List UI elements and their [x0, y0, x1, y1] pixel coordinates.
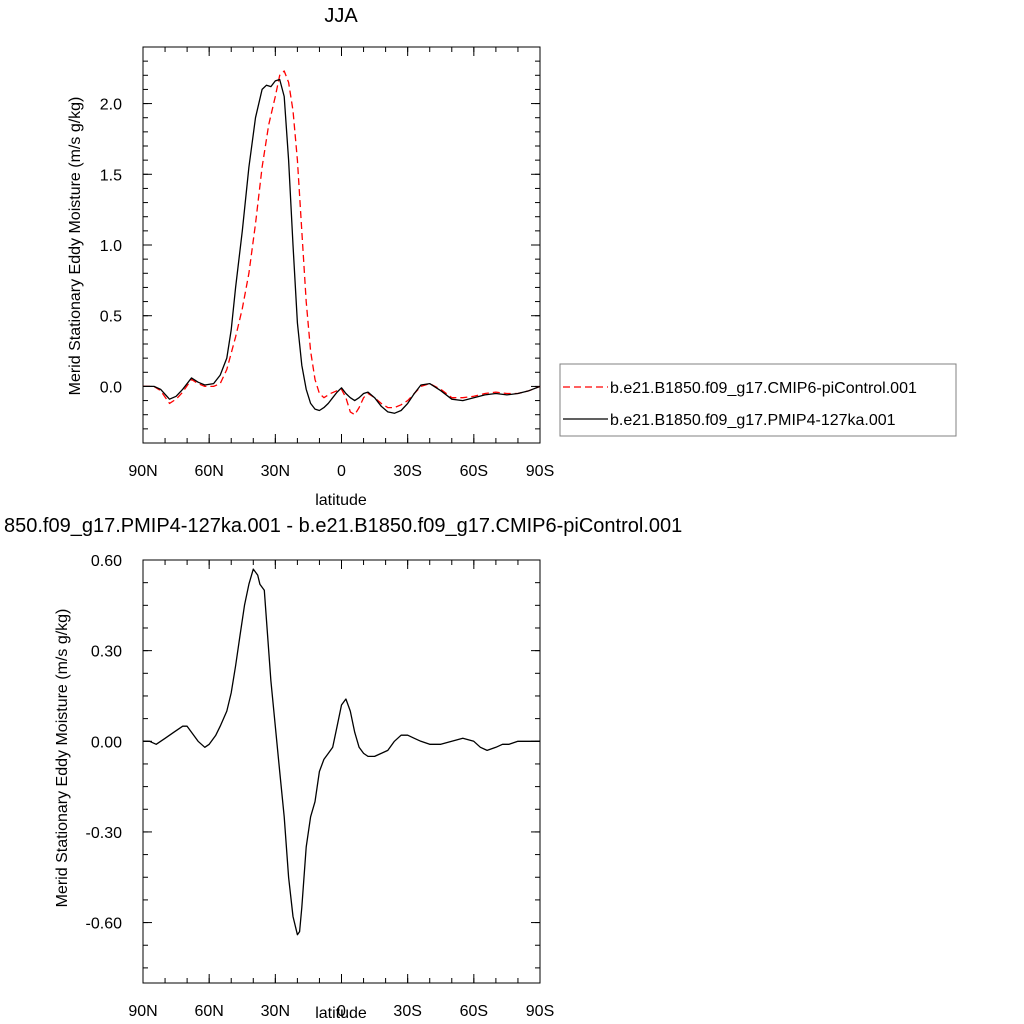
bottom-x-tick-label: 90N [128, 1003, 157, 1020]
bottom-y-tick-label: -0.60 [86, 916, 123, 933]
top-chart-title: JJA [324, 5, 358, 27]
top-x-tick-label: 60S [460, 463, 488, 480]
bottom-plot-frame [142, 559, 541, 984]
bottom-panel: 850.f09_g17.PMIP4-127ka.001 - b.e21.B185… [4, 515, 682, 1022]
bottom-y-tick-label: 0.60 [91, 553, 122, 570]
top-x-tick-label: 60N [194, 463, 223, 480]
legend-entry-127ka: b.e21.B1850.f09_g17.PMIP4-127ka.001 [610, 412, 896, 429]
bottom-x-tick-label: 60S [460, 1003, 488, 1020]
top-y-axis-label: Merid Stationary Eddy Moisture (m/s g/kg… [67, 97, 84, 396]
bottom-x-tick-label: 30N [261, 1003, 290, 1020]
legend-entry-picontrol: b.e21.B1850.f09_g17.CMIP6-piControl.001 [610, 380, 917, 397]
bottom-y-axis-label: Merid Stationary Eddy Moisture (m/s g/kg… [54, 609, 71, 908]
bottom-x-tick-label: 0 [337, 1003, 346, 1020]
bottom-y-tick-label: 0.00 [91, 734, 122, 751]
bottom-x-tick-label: 90S [526, 1003, 554, 1020]
top-series-line-0 [143, 70, 541, 416]
top-plot-area: 90N 60N 30N 0 30S 60S 90S 0.0 0.5 1.0 1.5 2.0 [100, 46, 554, 480]
top-y-tick-label: 0.5 [100, 309, 122, 326]
top-x-tick-label: 90S [526, 463, 554, 480]
top-x-tick-label: 30S [393, 463, 421, 480]
bottom-x-axis-label: latitude [315, 1005, 367, 1022]
bottom-x-tick-label: 60N [194, 1003, 223, 1020]
top-panel: JJA Merid Stationary Eddy Moisture (m/s … [67, 5, 957, 509]
top-y-tick-label: 2.0 [100, 97, 122, 114]
bottom-y-tick-label: -0.30 [86, 825, 123, 842]
bottom-series-line-0 [143, 568, 540, 936]
bottom-x-tick-label: 30S [393, 1003, 421, 1020]
top-x-tick-label: 30N [261, 463, 290, 480]
top-x-tick-label: 0 [337, 463, 346, 480]
top-y-tick-label: 0.0 [100, 379, 122, 396]
top-y-tick-label: 1.0 [100, 238, 122, 255]
legend-box [559, 363, 957, 437]
bottom-y-tick-label: 0.30 [91, 644, 122, 661]
top-x-axis-label: latitude [315, 492, 367, 509]
bottom-plot-area: 90N 60N 30N 0 30S 60S 90S 0.60 0.30 0.00 -0.30 -0.6… [86, 553, 555, 1020]
top-y-tick-label: 1.5 [100, 167, 122, 184]
top-x-tick-label: 90N [128, 463, 157, 480]
bottom-chart-title: 850.f09_g17.PMIP4-127ka.001 - b.e21.B185… [4, 515, 682, 537]
top-series-line-1 [143, 78, 541, 414]
legend: b.e21.B1850.f09_g17.CMIP6-piControl.001 … [559, 363, 957, 437]
